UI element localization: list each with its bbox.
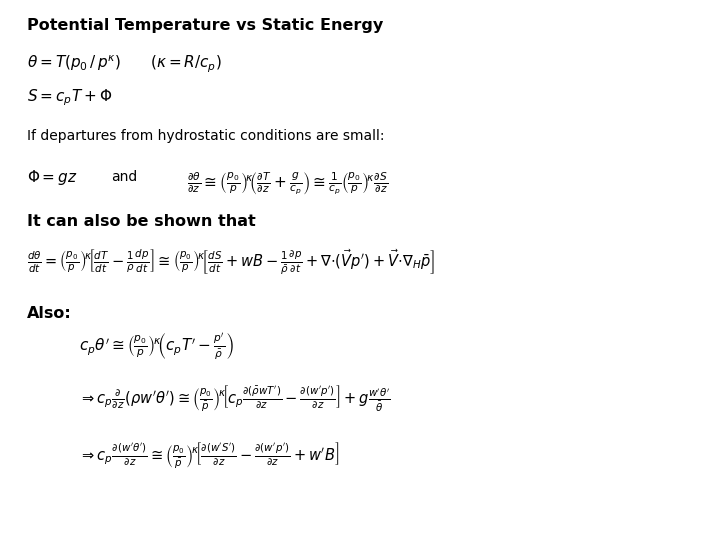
Text: $S = c_p T + \Phi$: $S = c_p T + \Phi$	[27, 87, 112, 107]
Text: $\frac{d\theta}{dt} = \left(\frac{p_0}{p}\right)^{\!\kappa}\!\left[\frac{dT}{dt}: $\frac{d\theta}{dt} = \left(\frac{p_0}{p…	[27, 247, 436, 276]
Text: $\theta = T\left(p_0\,/\,p^{\kappa}\right) \quad\quad (\kappa = R/c_p)$: $\theta = T\left(p_0\,/\,p^{\kappa}\righ…	[27, 54, 222, 76]
Text: $c_p\theta' \cong \left(\frac{p_0}{p}\right)^{\!\kappa}\!\left(c_p T' - \frac{p': $c_p\theta' \cong \left(\frac{p_0}{p}\ri…	[79, 332, 234, 362]
Text: $\frac{\partial\theta}{\partial z} \cong \left(\frac{p_0}{p}\right)^{\!\kappa}\!: $\frac{\partial\theta}{\partial z} \cong…	[187, 171, 388, 197]
Text: $\Phi = gz$: $\Phi = gz$	[27, 167, 78, 187]
Text: $\Rightarrow c_p\frac{\partial(w'\theta')}{\partial z} \cong \left(\frac{p_0}{\b: $\Rightarrow c_p\frac{\partial(w'\theta'…	[79, 441, 339, 471]
Text: If departures from hydrostatic conditions are small:: If departures from hydrostatic condition…	[27, 129, 385, 143]
Text: $\Rightarrow c_p\frac{\partial}{\partial z}(\rho w'\theta') \cong \left(\frac{p_: $\Rightarrow c_p\frac{\partial}{\partial…	[79, 383, 391, 414]
Text: Potential Temperature vs Static Energy: Potential Temperature vs Static Energy	[27, 18, 384, 33]
Text: It can also be shown that: It can also be shown that	[27, 214, 256, 229]
Text: and: and	[112, 170, 138, 184]
Text: Also:: Also:	[27, 306, 72, 321]
